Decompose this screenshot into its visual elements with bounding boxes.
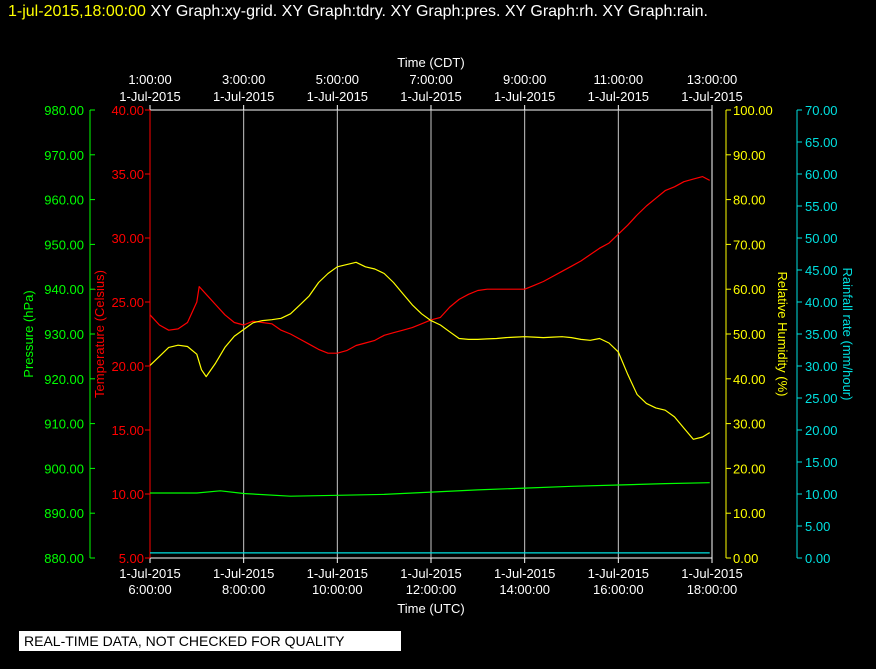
pressure-axis-title: Pressure (hPa): [21, 290, 36, 377]
temperature-series-line: [149, 176, 710, 354]
temperature-tick-label: 15.00: [111, 423, 144, 438]
graph-header: 1-jul-2015,18:00:00 XY Graph:xy-grid. XY…: [8, 3, 708, 21]
x-top-tick-date: 1-Jul-2015: [119, 89, 180, 104]
temperature-tick-label: 40.00: [111, 103, 144, 118]
x-top-axis-label: Time (CDT): [397, 55, 464, 70]
rain-tick-label: 40.00: [805, 295, 838, 310]
temperature-axis-title: Temperature (Celsius): [92, 270, 107, 398]
pressure-tick-label: 940.00: [44, 282, 84, 297]
temperature-tick-label: 35.00: [111, 167, 144, 182]
humidity-tick-label: 40.00: [733, 372, 766, 387]
pressure-series-line: [150, 482, 710, 497]
temperature-tick-label: 30.00: [111, 231, 144, 246]
rain-tick-label: 10.00: [805, 487, 838, 502]
pressure-tick-label: 900.00: [44, 461, 84, 476]
rain-tick-label: 70.00: [805, 103, 838, 118]
temperature-tick-label: 5.00: [119, 551, 144, 566]
humidity-tick-label: 80.00: [733, 193, 766, 208]
x-bottom-tick-date: 1-Jul-2015: [681, 566, 742, 581]
humidity-tick-label: 100.00: [733, 103, 773, 118]
x-top-tick-time: 3:00:00: [222, 72, 265, 87]
quality-disclaimer: REAL-TIME DATA, NOT CHECKED FOR QUALITY: [19, 631, 401, 651]
humidity-tick-label: 90.00: [733, 148, 766, 163]
temperature-tick-label: 25.00: [111, 295, 144, 310]
rain-tick-label: 30.00: [805, 359, 838, 374]
x-bottom-tick-date: 1-Jul-2015: [400, 566, 461, 581]
header-graph-list: XY Graph:xy-grid. XY Graph:tdry. XY Grap…: [150, 3, 708, 20]
rain-axis-title: Rainfall rate (mm/hour): [840, 268, 855, 401]
rain-tick-label: 50.00: [805, 231, 838, 246]
pressure-tick-label: 950.00: [44, 237, 84, 252]
x-top-tick-time: 11:00:00: [594, 72, 644, 87]
humidity-axis-title: Relative Humidity (%): [775, 272, 790, 397]
x-top-tick-date: 1-Jul-2015: [400, 89, 461, 104]
humidity-series-line: [149, 261, 711, 440]
pressure-tick-label: 960.00: [44, 193, 84, 208]
pressure-tick-label: 890.00: [44, 506, 84, 521]
x-bottom-tick-time: 12:00:00: [406, 582, 457, 597]
x-top-tick-date: 1-Jul-2015: [588, 89, 649, 104]
humidity-tick-label: 70.00: [733, 237, 766, 252]
x-top-tick-time: 13:00:00: [687, 72, 738, 87]
humidity-tick-label: 20.00: [733, 461, 766, 476]
rain-tick-label: 60.00: [805, 167, 838, 182]
x-bottom-tick-date: 1-Jul-2015: [494, 566, 555, 581]
pressure-tick-label: 930.00: [44, 327, 84, 342]
x-bottom-tick-date: 1-Jul-2015: [588, 566, 649, 581]
x-top-tick-date: 1-Jul-2015: [681, 89, 742, 104]
x-top-tick-time: 7:00:00: [409, 72, 452, 87]
rain-tick-label: 45.00: [805, 263, 838, 278]
x-top-tick-time: 5:00:00: [316, 72, 359, 87]
temperature-tick-label: 10.00: [111, 487, 144, 502]
x-bottom-tick-date: 1-Jul-2015: [119, 566, 180, 581]
rain-tick-label: 20.00: [805, 423, 838, 438]
x-top-tick-time: 1:00:00: [128, 72, 171, 87]
x-top-tick-date: 1-Jul-2015: [494, 89, 555, 104]
rain-tick-label: 25.00: [805, 391, 838, 406]
humidity-tick-label: 60.00: [733, 282, 766, 297]
x-bottom-tick-time: 8:00:00: [222, 582, 265, 597]
pressure-tick-label: 880.00: [44, 551, 84, 566]
x-bottom-tick-time: 16:00:00: [593, 582, 644, 597]
x-bottom-tick-date: 1-Jul-2015: [213, 566, 274, 581]
humidity-tick-label: 30.00: [733, 417, 766, 432]
x-bottom-tick-date: 1-Jul-2015: [307, 566, 368, 581]
rain-tick-label: 65.00: [805, 135, 838, 150]
x-bottom-tick-time: 18:00:00: [687, 582, 738, 597]
x-top-tick-time: 9:00:00: [503, 72, 546, 87]
x-top-tick-date: 1-Jul-2015: [307, 89, 368, 104]
x-bottom-tick-time: 6:00:00: [128, 582, 171, 597]
x-top-tick-date: 1-Jul-2015: [213, 89, 274, 104]
x-bottom-tick-time: 14:00:00: [499, 582, 550, 597]
humidity-tick-label: 10.00: [733, 506, 766, 521]
pressure-tick-label: 970.00: [44, 148, 84, 163]
humidity-tick-label: 0.00: [733, 551, 758, 566]
rain-tick-label: 55.00: [805, 199, 838, 214]
pressure-tick-label: 920.00: [44, 372, 84, 387]
humidity-tick-label: 50.00: [733, 327, 766, 342]
rain-tick-label: 5.00: [805, 519, 830, 534]
x-bottom-tick-time: 10:00:00: [312, 582, 363, 597]
rain-tick-label: 35.00: [805, 327, 838, 342]
x-bottom-axis-label: Time (UTC): [397, 601, 464, 616]
header-timestamp: 1-jul-2015,18:00:00: [8, 3, 146, 20]
pressure-tick-label: 910.00: [44, 417, 84, 432]
rain-tick-label: 15.00: [805, 455, 838, 470]
rain-tick-label: 0.00: [805, 551, 830, 566]
temperature-tick-label: 20.00: [111, 359, 144, 374]
pressure-tick-label: 980.00: [44, 103, 84, 118]
